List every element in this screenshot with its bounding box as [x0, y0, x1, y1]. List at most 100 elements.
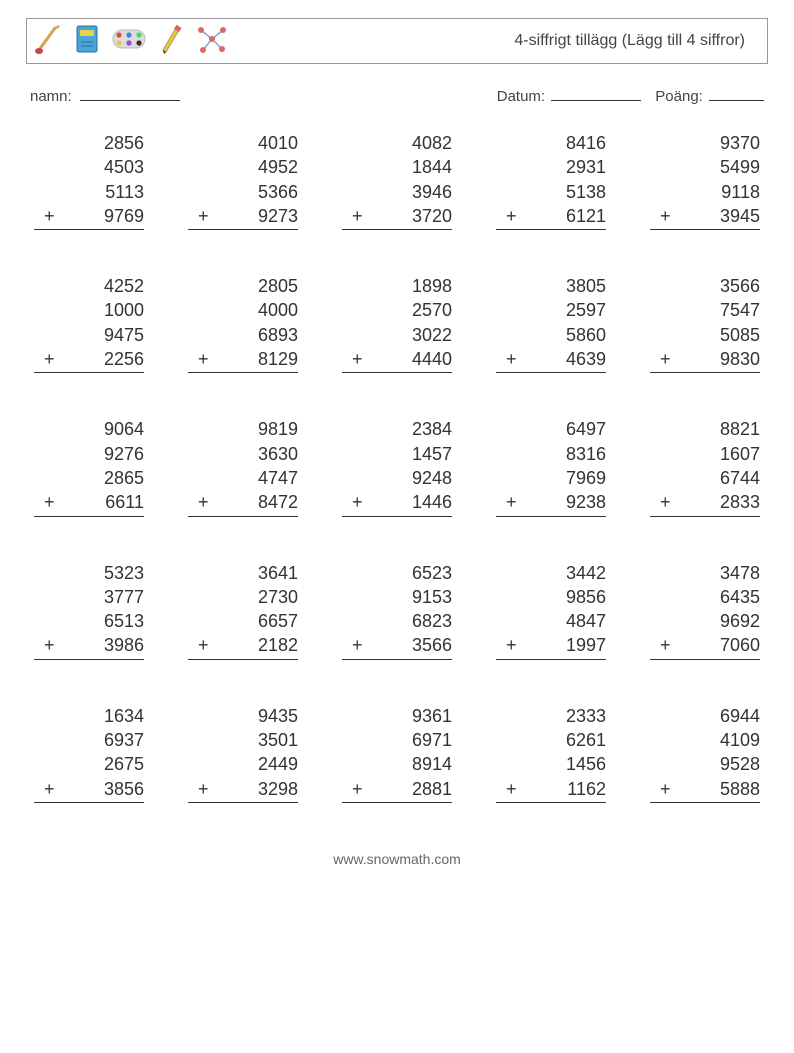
operator-line: + 3720	[342, 204, 452, 230]
addition-problem: 652391536823 + 3566	[342, 561, 452, 660]
problem-row: 163469372675 + 3856 943535012449 + 3298 …	[34, 704, 760, 803]
addend-last: 1997	[519, 633, 606, 657]
addend-last: 9830	[673, 347, 760, 371]
addend: 8316	[496, 442, 606, 466]
addend: 4082	[342, 131, 452, 155]
addend-last: 8472	[211, 490, 298, 514]
addend: 4952	[188, 155, 298, 179]
name-label: namn:	[30, 88, 72, 105]
addend: 4252	[34, 274, 144, 298]
addend-last: 7060	[673, 633, 760, 657]
addend: 3946	[342, 180, 452, 204]
addend: 9064	[34, 417, 144, 441]
addition-problem: 163469372675 + 3856	[34, 704, 144, 803]
addend: 5323	[34, 561, 144, 585]
plus-sign: +	[352, 633, 365, 657]
addition-problem: 238414579248 + 1446	[342, 417, 452, 516]
plus-sign: +	[660, 204, 673, 228]
operator-line: + 9769	[34, 204, 144, 230]
molecule-icon	[195, 22, 229, 61]
plus-sign: +	[198, 347, 211, 371]
addition-problem: 906492762865 + 6611	[34, 417, 144, 516]
date-field: Datum:	[497, 86, 642, 105]
addend: 5138	[496, 180, 606, 204]
addition-problem: 694441099528 + 5888	[650, 704, 760, 803]
plus-sign: +	[660, 347, 673, 371]
name-blank[interactable]	[80, 86, 180, 101]
addend: 6937	[34, 728, 144, 752]
plus-sign: +	[506, 633, 519, 657]
operator-line: + 3298	[188, 777, 298, 803]
addition-problem: 937054999118 + 3945	[650, 131, 760, 230]
operator-line: + 4639	[496, 347, 606, 373]
addend-last: 3986	[57, 633, 144, 657]
addend-last: 9273	[211, 204, 298, 228]
addend: 3630	[188, 442, 298, 466]
addend: 1898	[342, 274, 452, 298]
addend: 2449	[188, 752, 298, 776]
addend: 4847	[496, 609, 606, 633]
addend: 2931	[496, 155, 606, 179]
operator-line: + 9238	[496, 490, 606, 516]
header-icons	[33, 22, 229, 61]
addend-last: 1162	[519, 777, 606, 801]
worksheet-title: 4-siffrigt tillägg (Lägg till 4 siffror)	[514, 32, 755, 50]
problem-row: 532337776513 + 3986 364127306657 + 2182 …	[34, 561, 760, 660]
addend: 6513	[34, 609, 144, 633]
operator-line: + 5888	[650, 777, 760, 803]
addition-problem: 233362611456 + 1162	[496, 704, 606, 803]
addend: 3805	[496, 274, 606, 298]
addend: 2384	[342, 417, 452, 441]
plus-sign: +	[352, 490, 365, 514]
addend-last: 6121	[519, 204, 606, 228]
plus-sign: +	[198, 490, 211, 514]
addend-last: 1446	[365, 490, 452, 514]
addend: 3022	[342, 323, 452, 347]
score-blank[interactable]	[709, 86, 764, 101]
addend: 3566	[650, 274, 760, 298]
addition-problem: 344298564847 + 1997	[496, 561, 606, 660]
addition-problem: 280540006893 + 8129	[188, 274, 298, 373]
addition-problem: 841629315138 + 6121	[496, 131, 606, 230]
operator-line: + 2881	[342, 777, 452, 803]
addend-last: 9769	[57, 204, 144, 228]
addend-last: 2833	[673, 490, 760, 514]
problem-row: 906492762865 + 6611 981936304747 + 8472 …	[34, 417, 760, 516]
date-blank[interactable]	[551, 86, 641, 101]
addition-problem: 882116076744 + 2833	[650, 417, 760, 516]
addition-problem: 380525975860 + 4639	[496, 274, 606, 373]
addend-last: 4639	[519, 347, 606, 371]
pencil-icon	[157, 22, 185, 61]
addend: 4503	[34, 155, 144, 179]
addend: 5113	[34, 180, 144, 204]
header-box: 4-siffrigt tillägg (Lägg till 4 siffror)	[26, 18, 768, 64]
addend: 6971	[342, 728, 452, 752]
addend: 9276	[34, 442, 144, 466]
operator-line: + 1997	[496, 633, 606, 659]
addition-problem: 532337776513 + 3986	[34, 561, 144, 660]
score-label: Poäng:	[655, 88, 703, 105]
operator-line: + 1446	[342, 490, 452, 516]
operator-line: + 9273	[188, 204, 298, 230]
addend: 8416	[496, 131, 606, 155]
plus-sign: +	[660, 777, 673, 801]
addend: 4010	[188, 131, 298, 155]
plus-sign: +	[198, 777, 211, 801]
plus-sign: +	[352, 347, 365, 371]
addition-problem: 408218443946 + 3720	[342, 131, 452, 230]
plus-sign: +	[44, 204, 57, 228]
addend-last: 3945	[673, 204, 760, 228]
addend: 9856	[496, 585, 606, 609]
addend: 2597	[496, 298, 606, 322]
addend: 6944	[650, 704, 760, 728]
addend: 2856	[34, 131, 144, 155]
addend: 1844	[342, 155, 452, 179]
addition-problem: 189825703022 + 4440	[342, 274, 452, 373]
plus-sign: +	[660, 490, 673, 514]
addend: 6744	[650, 466, 760, 490]
addend: 6523	[342, 561, 452, 585]
addend: 1634	[34, 704, 144, 728]
addend: 9475	[34, 323, 144, 347]
addend: 9528	[650, 752, 760, 776]
addend: 5366	[188, 180, 298, 204]
